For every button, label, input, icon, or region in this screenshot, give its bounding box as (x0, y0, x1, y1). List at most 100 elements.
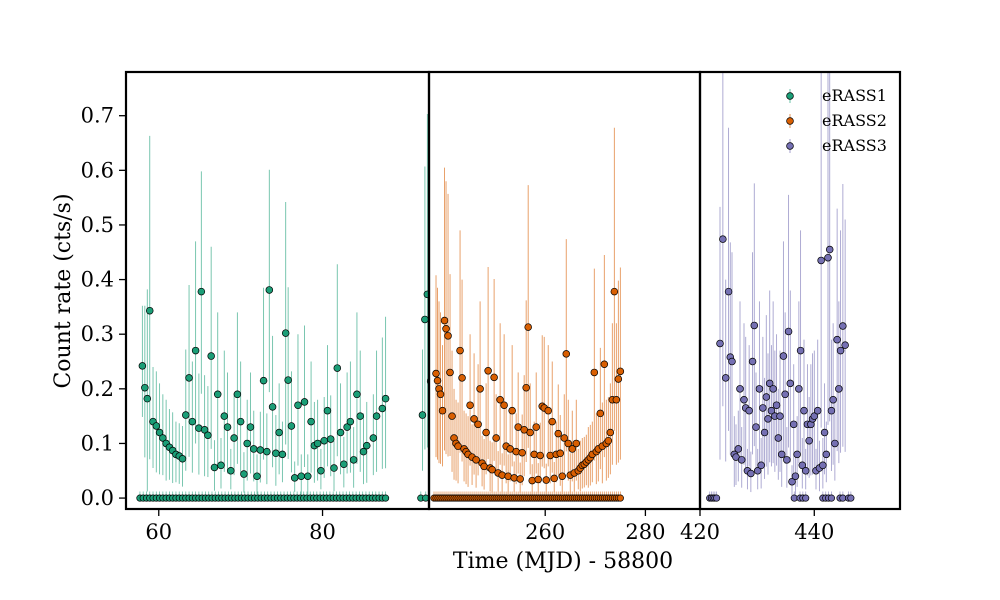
data-point (596, 409, 605, 418)
data-point (141, 383, 149, 392)
data-point (378, 404, 387, 413)
data-point (191, 346, 200, 355)
chart-marks (136, 72, 855, 502)
data-point (752, 423, 760, 431)
y-tick-label: 0.4 (81, 268, 114, 292)
data-point (772, 401, 781, 409)
data-point (182, 411, 190, 419)
data-point (448, 412, 456, 420)
legend-label-erass1: eRASS1 (822, 86, 887, 105)
data-point (275, 428, 283, 437)
data-point (155, 428, 164, 437)
data-point (326, 435, 335, 443)
data-point (562, 350, 571, 358)
data-point (781, 390, 789, 399)
data-point (824, 253, 832, 262)
data-point (748, 357, 757, 366)
panel-erass1-marks (136, 114, 429, 502)
data-point (760, 428, 769, 437)
data-point (612, 396, 621, 404)
data-point (528, 476, 536, 485)
panel-erass2-marks (430, 127, 625, 502)
data-point (159, 434, 167, 442)
data-point (317, 467, 325, 475)
data-point (458, 374, 466, 382)
data-point (498, 471, 506, 479)
data-point (813, 406, 822, 415)
y-tick-label: 0.6 (81, 158, 114, 182)
data-point (532, 423, 540, 431)
data-point (336, 428, 345, 437)
zero-rate-point (616, 494, 624, 502)
data-point (788, 477, 796, 486)
data-point (236, 417, 245, 426)
data-point (716, 339, 724, 348)
data-point (320, 436, 328, 445)
data-point (798, 461, 807, 470)
legend-marker (786, 92, 794, 100)
data-point (783, 456, 791, 464)
data-point (496, 396, 504, 404)
data-point (313, 439, 322, 448)
x-axis-title: Time (MJD) - 58800 (453, 549, 673, 574)
data-point (323, 406, 332, 415)
data-point (353, 390, 361, 399)
data-point (721, 374, 730, 382)
data-point (454, 442, 462, 450)
data-point (604, 436, 613, 445)
data-point (421, 315, 429, 324)
data-point (381, 394, 390, 403)
data-point (546, 451, 554, 460)
data-point (534, 475, 542, 484)
zero-rate-point (827, 494, 835, 502)
data-point (737, 456, 746, 464)
data-point (484, 367, 492, 375)
data-point (554, 429, 562, 438)
data-point (512, 447, 520, 456)
data-point (536, 451, 544, 460)
data-point (835, 385, 843, 393)
data-point (568, 445, 577, 453)
data-point (786, 379, 795, 388)
data-point (432, 369, 440, 378)
data-point (572, 439, 581, 448)
data-point (446, 368, 454, 377)
y-tick-label: 0.0 (81, 486, 114, 510)
data-point (769, 385, 777, 393)
data-point (343, 423, 351, 431)
data-point (278, 450, 287, 459)
data-point (307, 417, 315, 426)
data-point (610, 287, 619, 296)
data-point (185, 374, 193, 382)
data-point (152, 422, 161, 430)
data-point (265, 286, 274, 294)
data-point (287, 422, 296, 430)
data-point (330, 464, 338, 472)
axes: 60 80 260 280 420 440 0.0 0.1 0.2 0.3 0.4 0.5 0.6 0.7 (81, 104, 835, 544)
data-point (506, 445, 514, 453)
data-point (753, 467, 762, 475)
data-point (297, 472, 305, 480)
data-point (831, 439, 839, 448)
y-tick-label: 0.1 (81, 431, 114, 455)
data-point (520, 426, 528, 434)
x-tick-label: 60 (145, 520, 172, 544)
data-point (600, 360, 609, 368)
data-point (281, 329, 290, 337)
data-point (819, 461, 827, 470)
data-point (820, 428, 829, 437)
data-point (839, 322, 847, 330)
data-point (470, 415, 478, 423)
x-tick-label: 80 (309, 520, 336, 544)
data-point (243, 439, 251, 448)
data-point (825, 245, 834, 254)
data-point (793, 450, 801, 459)
data-point (333, 364, 342, 372)
data-point (789, 420, 798, 429)
legend-label-erass2: eRASS2 (822, 111, 887, 130)
data-point (544, 406, 552, 415)
data-point (526, 428, 534, 437)
data-point (440, 316, 449, 325)
data-point (514, 423, 522, 431)
